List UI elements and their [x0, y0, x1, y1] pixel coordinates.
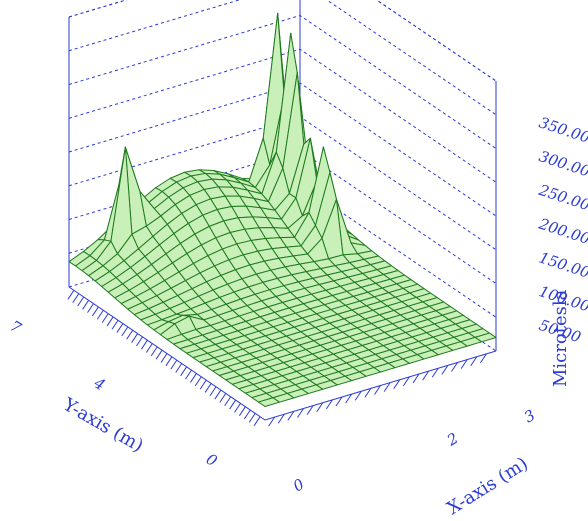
- y-minor-tick: [111, 319, 119, 330]
- y-minor-tick: [87, 303, 94, 313]
- y-minor-tick: [234, 403, 241, 413]
- x-minor-tick: [422, 370, 430, 381]
- surface-cell: [257, 397, 280, 407]
- y-minor-tick: [96, 309, 104, 320]
- y-minor-tick: [160, 353, 168, 363]
- x-tick-label: 0: [290, 475, 308, 496]
- y-minor-tick: [175, 363, 183, 373]
- y-minor-tick: [106, 316, 114, 327]
- top-edge: [68, 0, 497, 82]
- y-minor-tick: [243, 409, 251, 420]
- y-minor-tick: [170, 359, 178, 370]
- z-gridline: [68, 0, 497, 116]
- y-minor-tick: [140, 339, 148, 350]
- x-minor-tick: [335, 396, 343, 407]
- x-minor-tick: [470, 356, 478, 367]
- y-minor-tick: [91, 306, 99, 317]
- x-minor-tick: [393, 379, 401, 390]
- y-minor-tick: [238, 406, 246, 416]
- y-minor-tick: [248, 413, 256, 423]
- y-minor-tick: [116, 323, 124, 333]
- y-minor-tick: [126, 329, 134, 340]
- y-minor-tick: [209, 386, 217, 397]
- x-minor-tick: [316, 402, 324, 413]
- x-minor-tick: [306, 405, 314, 415]
- x-axis-title: X-axis (m): [444, 453, 532, 519]
- z-axis-title: Microtesla: [550, 289, 571, 387]
- y-minor-tick: [72, 293, 80, 303]
- y-minor-tick: [224, 396, 232, 407]
- z-tick-label: 300.00: [537, 147, 588, 180]
- x-minor-tick: [460, 359, 468, 369]
- y-minor-tick: [101, 313, 109, 323]
- x-minor-tick: [412, 373, 420, 384]
- y-minor-tick: [199, 379, 207, 390]
- x-minor-tick: [364, 388, 372, 398]
- y-minor-tick: [67, 290, 75, 300]
- surface-mesh: [68, 12, 497, 407]
- x-minor-tick: [354, 390, 362, 401]
- z-tick-label: 150.00: [537, 248, 588, 281]
- y-minor-tick: [155, 349, 163, 360]
- y-minor-tick: [121, 326, 129, 337]
- y-tick-label: 4: [90, 373, 108, 394]
- y-minor-tick: [185, 369, 192, 380]
- x-minor-tick: [277, 413, 285, 424]
- y-minor-tick: [189, 373, 197, 383]
- x-minor-tick: [325, 399, 333, 410]
- x-minor-tick: [287, 411, 295, 421]
- y-minor-tick: [214, 389, 222, 400]
- x-minor-tick: [431, 367, 439, 378]
- y-minor-tick: [180, 366, 188, 377]
- x-minor-tick: [297, 408, 304, 418]
- z-tick-label: 200.00: [536, 214, 588, 248]
- y-minor-tick: [150, 346, 158, 357]
- y-minor-tick: [145, 343, 153, 353]
- x-tick-label: 3: [521, 406, 538, 426]
- y-minor-tick: [82, 300, 90, 310]
- y-minor-tick: [204, 383, 212, 393]
- x-tick-label: 2: [443, 429, 461, 450]
- x-minor-tick: [479, 353, 487, 364]
- y-tick-label: 7: [7, 317, 25, 338]
- z-tick-label: 250.00: [536, 181, 588, 215]
- y-minor-tick: [219, 393, 227, 403]
- x-minor-tick: [268, 416, 276, 427]
- y-minor-tick: [253, 416, 261, 426]
- x-minor-tick: [374, 385, 381, 395]
- x-minor-tick: [441, 365, 449, 375]
- y-tick-label: 0: [203, 450, 221, 471]
- y-minor-tick: [229, 399, 237, 410]
- x-minor-tick: [451, 362, 458, 372]
- y-minor-tick: [136, 336, 143, 347]
- z-tick-label: 350.00: [537, 113, 588, 146]
- y-minor-tick: [77, 296, 85, 307]
- y-minor-tick: [165, 356, 173, 367]
- x-minor-tick: [345, 393, 353, 404]
- y-axis-title: Y-axis (m): [59, 394, 147, 457]
- x-minor-tick: [383, 382, 391, 392]
- x-minor-tick: [402, 376, 410, 387]
- y-minor-tick: [194, 376, 202, 387]
- y-minor-tick: [131, 333, 139, 343]
